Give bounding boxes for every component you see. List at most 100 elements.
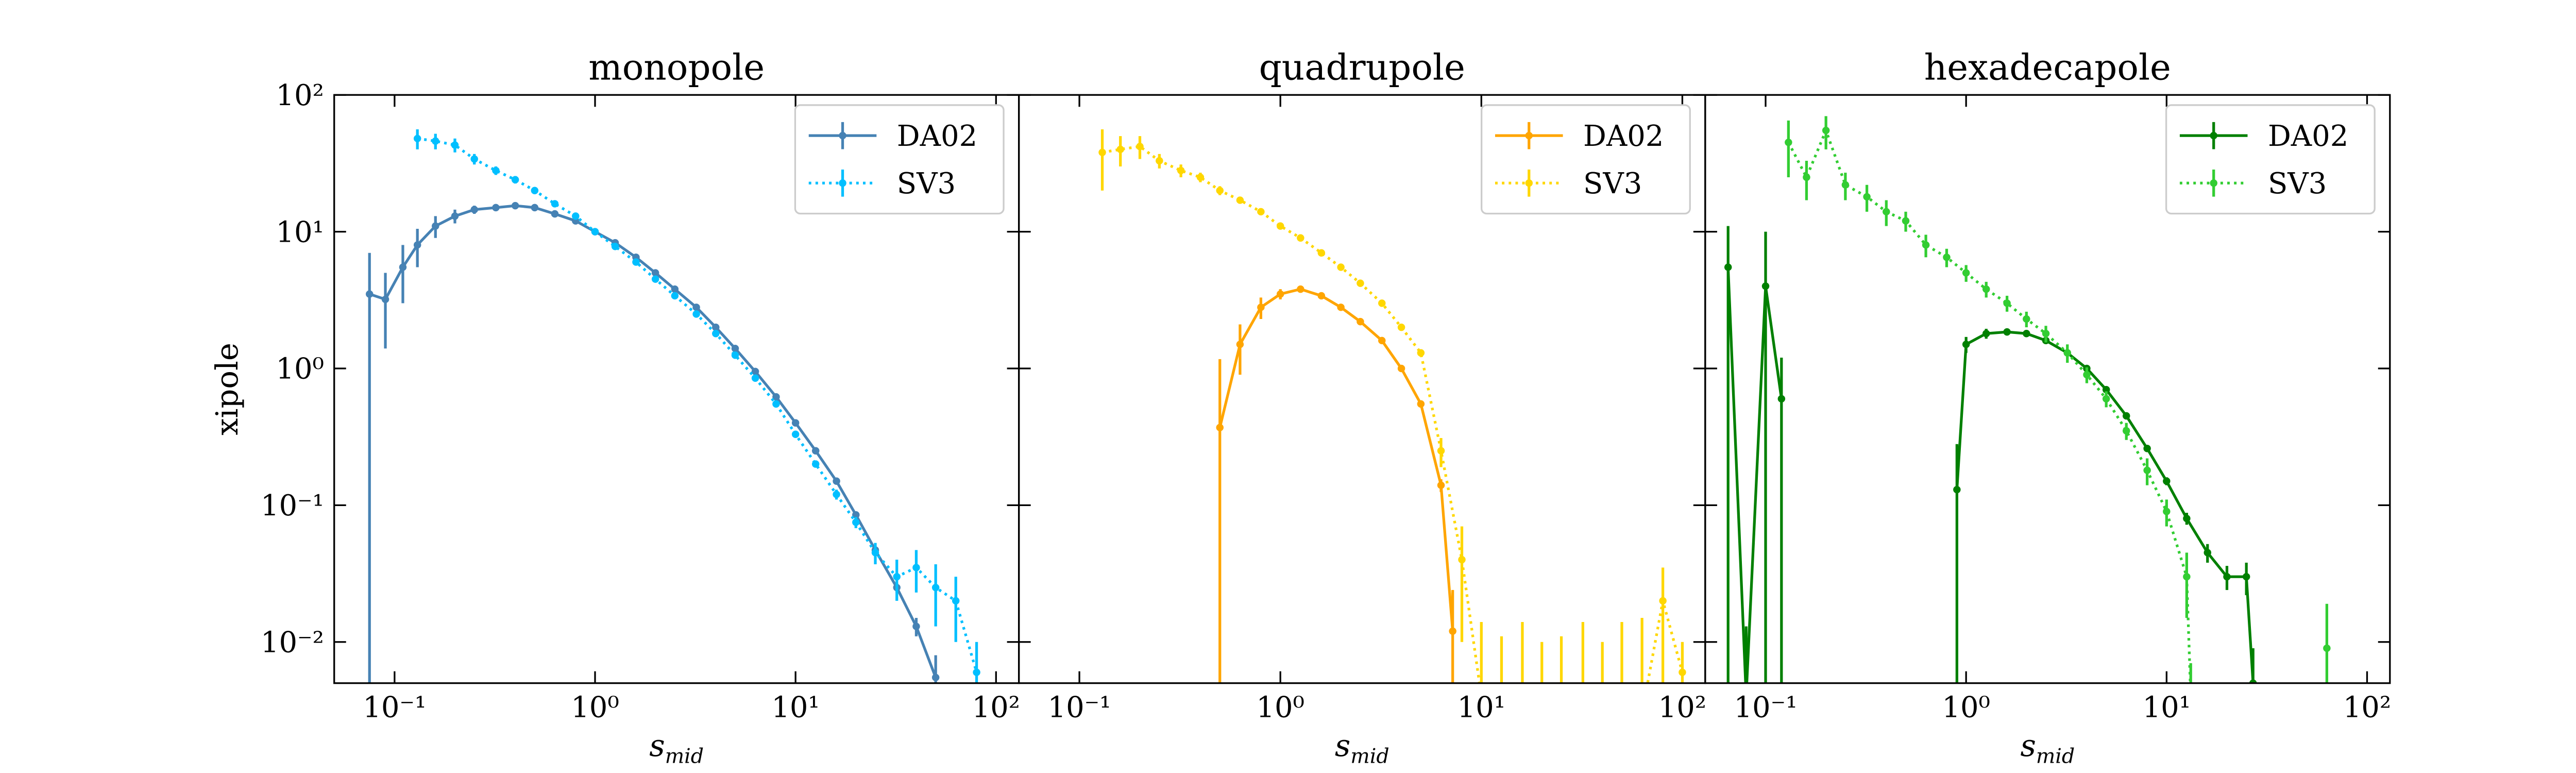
data-point [1557,710,1565,717]
data-point [2003,328,2011,336]
data-point [1922,241,1930,249]
data-point [1822,126,1830,135]
data-point [912,564,920,572]
panel-title: quadrupole [1259,47,1465,89]
data-point [1297,234,1304,242]
data-point [1449,627,1456,635]
legend-marker [1525,179,1533,187]
data-point [1417,349,1425,357]
data-point [1638,710,1646,717]
data-point [731,344,739,352]
data-point [712,330,720,338]
data-point [852,518,860,526]
data-point [1785,139,1792,146]
data-point [1098,148,1106,156]
data-point [2249,679,2257,683]
data-point [1397,364,1405,373]
data-point [1357,317,1364,326]
data-point [2063,349,2071,357]
series-line [369,204,937,678]
data-point [692,310,700,318]
data-point [1863,193,1871,201]
data-point [2122,412,2130,420]
data-point [492,166,500,175]
data-point [1519,693,1526,700]
data-point [1136,142,1144,150]
data-point [2323,644,2331,652]
data-point [952,597,960,605]
x-axis-label-sub: mid [1350,744,1389,768]
data-point [1982,285,1990,293]
x-tick-label: 10² [1658,691,1707,724]
legend-label: DA02 [2268,120,2348,153]
data-point [1196,173,1205,181]
data-point [511,201,519,210]
data-point [2242,573,2250,581]
data-point [2042,330,2050,338]
x-tick-label: 10⁰ [1256,691,1304,724]
x-axis-label: smid [649,728,704,768]
y-axis-label: xipole [209,343,245,435]
data-point [551,200,559,208]
data-point [912,623,920,630]
data-point [611,242,619,250]
data-point [1236,196,1244,204]
series-line [417,137,978,673]
data-point [1317,249,1326,257]
x-axis-label-main: s [1335,728,1350,763]
data-point [2023,330,2030,338]
legend-marker [839,179,846,187]
data-point [651,269,659,277]
x-axis-label-sub: mid [665,744,704,768]
data-point [1618,693,1625,700]
plot-area [1724,116,2331,683]
legend-box [794,104,1005,215]
data-point [973,668,980,676]
data-point [791,419,800,427]
legend-marker [2210,131,2217,140]
data-point [492,204,500,212]
data-point [531,204,539,212]
data-point [1116,145,1124,154]
legend-marker [839,131,846,140]
legend-marker [1525,131,1533,140]
data-point [731,351,739,359]
panel-title: monopole [588,47,765,89]
y-tick-label: 10⁻² [261,626,324,660]
data-point [692,304,700,311]
axes-frame [1704,94,2391,684]
y-tick-label: 10¹ [276,215,324,249]
plot-area [365,129,980,683]
data-point [1841,181,1850,189]
legend-box [2165,104,2376,215]
data-point [511,176,519,183]
x-axis-label-main: s [2020,728,2036,763]
data-point [470,155,478,163]
data-point [1216,187,1224,194]
data-point [651,275,659,283]
data-point [2204,549,2211,557]
data-point [811,447,820,455]
data-point [1953,485,1961,494]
data-point [893,573,901,581]
data-point [451,212,459,220]
data-point [671,285,679,293]
data-point [1177,166,1185,175]
data-point [1803,173,1810,181]
legend-label: DA02 [1583,120,1664,153]
data-point [365,290,374,298]
data-point [1883,208,1890,216]
data-point [1417,400,1425,408]
x-tick-label: 10² [972,691,1021,724]
data-point [1943,254,1951,261]
data-point [2102,395,2110,403]
data-point [399,263,407,271]
y-tick-label: 10⁰ [276,352,324,386]
data-point [1458,556,1466,564]
y-tick-label: 10² [276,79,324,112]
data-point [572,212,580,220]
data-point [1962,269,1970,277]
data-point [381,295,389,304]
data-point [833,477,840,485]
